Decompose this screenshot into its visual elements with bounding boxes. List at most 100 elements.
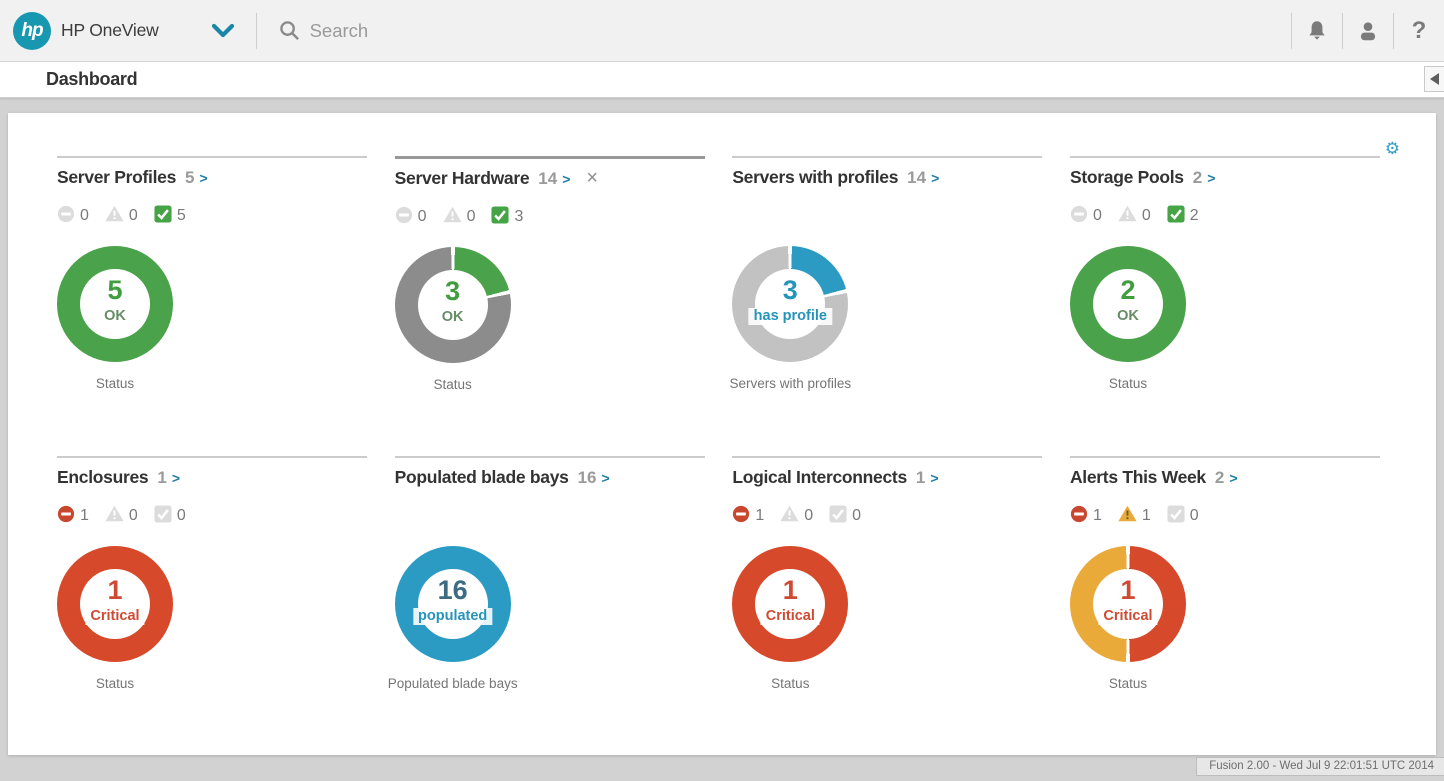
card-title[interactable]: Alerts This Week [1069, 467, 1206, 487]
warning-icon [780, 505, 799, 527]
status-summary-row [732, 206, 1042, 226]
card-link-arrow-icon[interactable]: > [199, 170, 208, 186]
donut-ring: 2 OK [1069, 246, 1186, 362]
card-count: 2 [1192, 168, 1203, 187]
critical-count: 1 [1092, 507, 1102, 524]
donut-label: OK [436, 309, 469, 326]
ok-icon [829, 504, 847, 528]
status-critical-indicator: 0 [57, 205, 89, 228]
donut-hole [417, 270, 488, 340]
warning-count: 1 [1141, 507, 1151, 524]
ok-count: 3 [514, 208, 524, 225]
version-status-bar: Fusion 2.00 - Wed Jul 9 22:01:51 UTC 201… [1196, 757, 1444, 776]
donut-chart[interactable]: 1 Critical Status [1069, 546, 1186, 691]
notifications-bell-icon[interactable] [1292, 18, 1342, 44]
donut-label: OK [1112, 308, 1144, 325]
donut-ring: 1 Critical [57, 546, 173, 662]
card-header: Logical Interconnects 1 > [732, 467, 1042, 488]
donut-caption: Servers with profiles [729, 376, 852, 391]
card-title[interactable]: Server Profiles [57, 167, 177, 187]
card-title[interactable]: Populated blade bays [394, 467, 569, 487]
dashboard-settings-gear-icon[interactable]: ⚙ [1384, 139, 1400, 158]
status-warning-indicator: 0 [442, 206, 475, 228]
donut-caption: Status [95, 376, 135, 391]
card-title[interactable]: Servers with profiles [732, 167, 899, 187]
donut-label: OK [99, 308, 131, 325]
card-title[interactable]: Server Hardware [394, 168, 530, 188]
topbar-divider [1393, 12, 1394, 49]
warning-icon [105, 505, 124, 527]
card-link-arrow-icon[interactable]: > [931, 170, 940, 186]
ok-icon [154, 504, 172, 528]
warning-icon [1118, 505, 1137, 527]
donut-chart[interactable]: 2 OK Status [1069, 246, 1186, 391]
donut-label: Critical [1098, 608, 1158, 625]
status-ok-indicator: 5 [154, 204, 186, 228]
user-account-icon[interactable] [1343, 18, 1393, 44]
card-count: 14 [907, 168, 927, 187]
help-icon[interactable]: ? [1411, 16, 1427, 44]
donut-caption: Status [1108, 376, 1148, 391]
card-link-arrow-icon[interactable]: > [1229, 470, 1238, 486]
card-grid: Server Profiles 5 > 0 0 5 5 OK Status Serv… [57, 156, 1380, 756]
ok-icon [491, 205, 510, 229]
warning-icon [442, 206, 462, 228]
card-close-icon[interactable]: × [586, 167, 599, 189]
card-title[interactable]: Logical Interconnects [732, 467, 907, 487]
warning-count: 0 [804, 507, 814, 524]
donut-hole [1092, 269, 1163, 339]
donut-hole [80, 269, 150, 339]
donut-chart[interactable]: 5 OK Status [57, 246, 173, 391]
card-link-arrow-icon[interactable]: > [562, 171, 571, 187]
donut-caption: Status [433, 377, 472, 392]
donut-chart[interactable]: 1 Critical Status [57, 546, 173, 691]
donut-chart[interactable]: 3 has profile Servers with profiles [730, 246, 851, 391]
status-summary-row [395, 506, 705, 526]
main-menu-chevron-down-icon[interactable] [211, 23, 235, 38]
critical-count: 0 [80, 207, 89, 224]
dashboard-card: Servers with profiles 14 > 3 has profile… [730, 156, 1043, 456]
donut-hole [80, 569, 150, 639]
ok-count: 0 [1189, 507, 1199, 524]
donut-ring: 1 Critical [732, 546, 849, 662]
donut-caption: Status [771, 676, 810, 691]
card-link-arrow-icon[interactable]: > [1207, 170, 1216, 186]
status-ok-indicator: 2 [1167, 204, 1199, 228]
card-count: 1 [915, 468, 926, 487]
dashboard-card: Alerts This Week 2 > 1 1 0 1 Critical Stat… [1069, 456, 1380, 756]
collapse-panel-tab[interactable] [1424, 66, 1444, 92]
status-critical-indicator: 0 [395, 206, 427, 229]
donut-caption: Status [1108, 676, 1148, 691]
donut-chart[interactable]: 3 OK Status [394, 247, 511, 392]
status-ok-indicator: 0 [1167, 504, 1199, 528]
card-link-arrow-icon[interactable]: > [171, 470, 181, 486]
dashboard-panel: ⚙ Server Profiles 5 > 0 0 5 5 OK Status Se… [8, 113, 1436, 755]
donut-hole [755, 269, 826, 339]
page-header-bar: Dashboard [0, 62, 1444, 98]
card-link-arrow-icon[interactable]: > [930, 470, 939, 486]
donut-value: 2 [1120, 275, 1136, 305]
dashboard-card: Populated blade bays 16 > 16 populated P… [388, 456, 705, 756]
critical-count: 0 [417, 208, 427, 225]
card-header: Populated blade bays 16 > [395, 467, 705, 488]
donut-chart[interactable]: 16 populated Populated blade bays [388, 546, 518, 691]
ok-count: 0 [852, 507, 862, 524]
card-link-arrow-icon[interactable]: > [601, 470, 610, 486]
status-summary-row: 0 0 2 [1070, 204, 1380, 228]
page-title: Dashboard [46, 69, 138, 89]
card-title[interactable]: Enclosures [57, 467, 149, 487]
status-ok-indicator: 0 [829, 504, 862, 528]
donut-value: 1 [1120, 575, 1136, 605]
donut-ring: 3 OK [394, 247, 511, 363]
ok-icon [1167, 204, 1185, 228]
topbar-divider [1291, 12, 1292, 49]
version-status-text: Fusion 2.00 - Wed Jul 9 22:01:51 UTC 201… [1209, 760, 1434, 772]
critical-icon [1070, 205, 1088, 228]
search-input[interactable] [309, 19, 730, 42]
status-summary-row: 1 0 0 [732, 504, 1042, 528]
dashboard-card: Logical Interconnects 1 > 1 0 0 1 Critical… [732, 456, 1043, 756]
donut-chart[interactable]: 1 Critical Status [732, 546, 849, 691]
card-title[interactable]: Storage Pools [1069, 167, 1184, 187]
dashboard-card: Server Profiles 5 > 0 0 5 5 OK Status [57, 156, 367, 456]
donut-label: has profile [748, 308, 832, 325]
